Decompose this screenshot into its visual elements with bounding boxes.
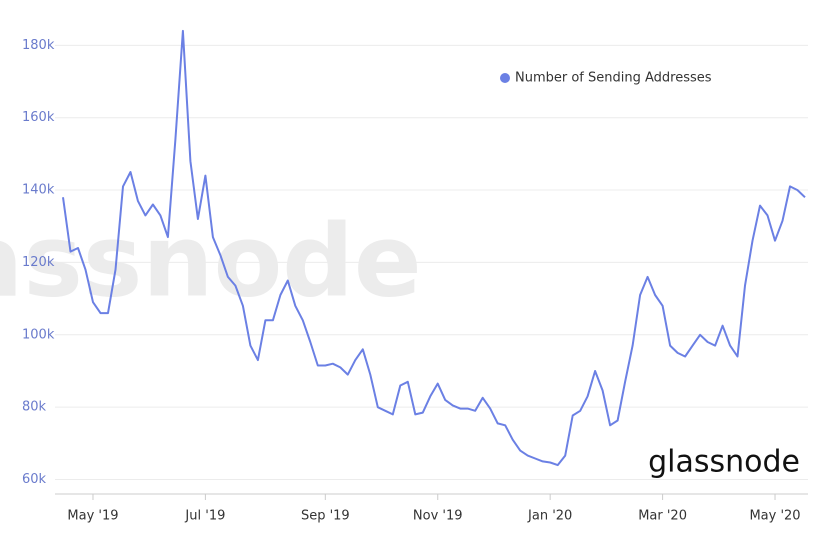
line-series bbox=[62, 29, 806, 467]
y-tick-label: 140k bbox=[22, 183, 55, 198]
legend-marker bbox=[500, 73, 510, 83]
x-tick-label: Nov '19 bbox=[413, 509, 463, 524]
y-tick-label: 180k bbox=[22, 38, 55, 53]
y-tick-label: 60k bbox=[22, 472, 47, 487]
y-tick-label: 160k bbox=[22, 110, 55, 125]
legend-label: Number of Sending Addresses bbox=[515, 71, 712, 86]
watermark: glassnode bbox=[648, 445, 800, 480]
x-tick-label: Jan '20 bbox=[527, 509, 572, 524]
y-tick-label: 100k bbox=[22, 327, 55, 342]
x-tick-label: Jul '19 bbox=[184, 509, 225, 524]
y-tick-label: 80k bbox=[22, 400, 47, 415]
y-tick-label: 120k bbox=[22, 255, 55, 270]
x-tick-label: Mar '20 bbox=[638, 509, 687, 524]
x-tick-label: May '20 bbox=[749, 509, 800, 524]
x-tick-label: May '19 bbox=[67, 509, 118, 524]
x-tick-label: Sep '19 bbox=[301, 509, 350, 524]
